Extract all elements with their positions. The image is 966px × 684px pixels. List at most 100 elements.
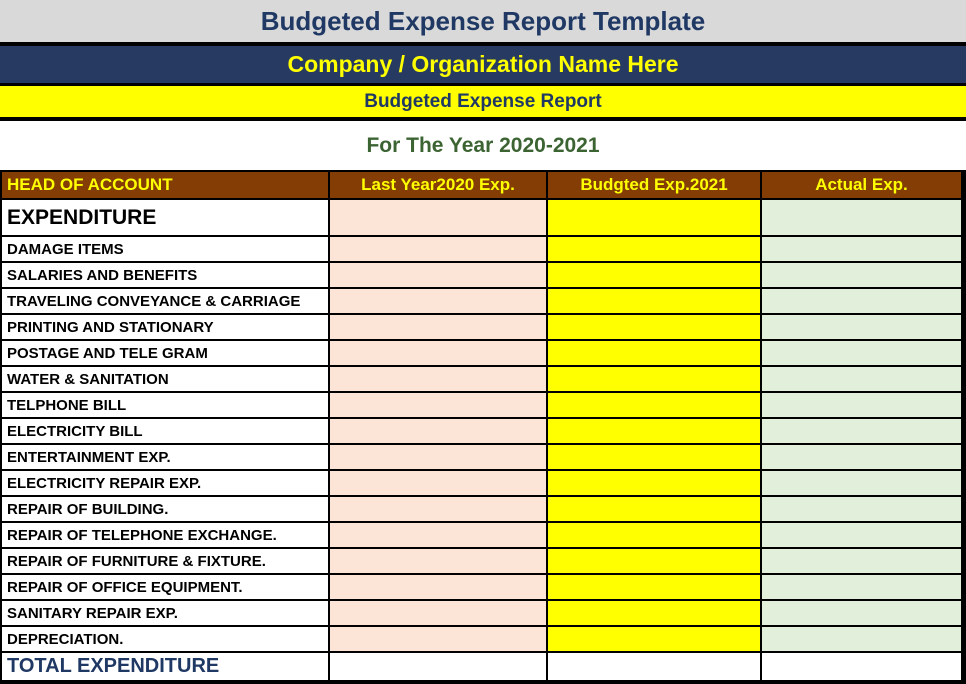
row-label: WATER & SANITATION	[2, 367, 330, 391]
budgeted-cell[interactable]	[548, 419, 762, 443]
expense-table: HEAD OF ACCOUNT Last Year2020 Exp. Budgt…	[0, 172, 966, 684]
table-row: TELPHONE BILL	[2, 393, 961, 419]
actual-cell[interactable]	[762, 315, 961, 339]
column-header-last-year: Last Year2020 Exp.	[330, 172, 548, 198]
actual-cell[interactable]	[762, 341, 961, 365]
table-row: WATER & SANITATION	[2, 367, 961, 393]
table-row: REPAIR OF OFFICE EQUIPMENT.	[2, 575, 961, 601]
actual-cell[interactable]	[762, 627, 961, 651]
row-label: REPAIR OF FURNITURE & FIXTURE.	[2, 549, 330, 573]
last-year-cell[interactable]	[330, 497, 548, 521]
actual-cell[interactable]	[762, 393, 961, 417]
table-row: DAMAGE ITEMS	[2, 237, 961, 263]
row-label: TRAVELING CONVEYANCE & CARRIAGE	[2, 289, 330, 313]
last-year-cell[interactable]	[330, 315, 548, 339]
table-row: REPAIR OF TELEPHONE EXCHANGE.	[2, 523, 961, 549]
budgeted-cell[interactable]	[548, 523, 762, 547]
total-row: TOTAL EXPENDITURE	[2, 653, 961, 684]
page-title-bar: Budgeted Expense Report Template	[0, 0, 966, 46]
row-label: ELECTRICITY REPAIR EXP.	[2, 471, 330, 495]
budgeted-cell[interactable]	[548, 627, 762, 651]
table-row: SANITARY REPAIR EXP.	[2, 601, 961, 627]
budgeted-cell[interactable]	[548, 445, 762, 469]
report-title-bar: Budgeted Expense Report	[0, 86, 966, 121]
row-label: REPAIR OF TELEPHONE EXCHANGE.	[2, 523, 330, 547]
last-year-cell[interactable]	[330, 341, 548, 365]
budgeted-cell[interactable]	[548, 237, 762, 261]
actual-cell[interactable]	[762, 419, 961, 443]
total-label: TOTAL EXPENDITURE	[2, 653, 330, 680]
last-year-cell[interactable]	[330, 200, 548, 235]
section-row-expenditure: EXPENDITURE	[2, 200, 961, 237]
budgeted-cell[interactable]	[548, 575, 762, 599]
last-year-cell[interactable]	[330, 601, 548, 625]
organization-name: Company / Organization Name Here	[287, 51, 679, 77]
actual-cell[interactable]	[762, 471, 961, 495]
budgeted-cell[interactable]	[548, 289, 762, 313]
page-title: Budgeted Expense Report Template	[260, 5, 706, 36]
last-year-cell[interactable]	[330, 263, 548, 287]
budgeted-cell[interactable]	[548, 601, 762, 625]
last-year-cell[interactable]	[330, 627, 548, 651]
budgeted-cell[interactable]	[548, 393, 762, 417]
last-year-cell[interactable]	[330, 367, 548, 391]
budgeted-cell[interactable]	[548, 263, 762, 287]
actual-cell[interactable]	[762, 445, 961, 469]
row-label: DEPRECIATION.	[2, 627, 330, 651]
budgeted-cell[interactable]	[548, 341, 762, 365]
table-row: POSTAGE AND TELE GRAM	[2, 341, 961, 367]
actual-cell[interactable]	[762, 549, 961, 573]
row-label: SANITARY REPAIR EXP.	[2, 601, 330, 625]
total-actual-cell[interactable]	[762, 653, 961, 680]
last-year-cell[interactable]	[330, 549, 548, 573]
report-title: Budgeted Expense Report	[364, 90, 602, 112]
last-year-cell[interactable]	[330, 445, 548, 469]
actual-cell[interactable]	[762, 200, 961, 235]
last-year-cell[interactable]	[330, 237, 548, 261]
column-header-actual: Actual Exp.	[815, 175, 908, 194]
budgeted-cell[interactable]	[548, 200, 762, 235]
actual-cell[interactable]	[762, 601, 961, 625]
section-label: EXPENDITURE	[2, 200, 330, 235]
actual-cell[interactable]	[762, 523, 961, 547]
table-row: ELECTRICITY BILL	[2, 419, 961, 445]
table-row: TRAVELING CONVEYANCE & CARRIAGE	[2, 289, 961, 315]
row-label: SALARIES AND BENEFITS	[2, 263, 330, 287]
total-last-year-cell[interactable]	[330, 653, 548, 680]
last-year-cell[interactable]	[330, 289, 548, 313]
table-row: REPAIR OF BUILDING.	[2, 497, 961, 523]
actual-cell[interactable]	[762, 237, 961, 261]
column-header-head-of-account: HEAD OF ACCOUNT	[2, 172, 330, 198]
row-label: DAMAGE ITEMS	[2, 237, 330, 261]
row-label: ELECTRICITY BILL	[2, 419, 330, 443]
report-period: For The Year 2020-2021	[366, 133, 600, 157]
row-label: POSTAGE AND TELE GRAM	[2, 341, 330, 365]
budgeted-cell[interactable]	[548, 549, 762, 573]
organization-name-bar: Company / Organization Name Here	[0, 46, 966, 86]
actual-cell[interactable]	[762, 289, 961, 313]
actual-cell[interactable]	[762, 367, 961, 391]
row-label: PRINTING AND STATIONARY	[2, 315, 330, 339]
actual-cell[interactable]	[762, 497, 961, 521]
last-year-cell[interactable]	[330, 523, 548, 547]
total-budgeted-cell[interactable]	[548, 653, 762, 680]
budgeted-cell[interactable]	[548, 367, 762, 391]
actual-cell[interactable]	[762, 263, 961, 287]
last-year-cell[interactable]	[330, 575, 548, 599]
column-header-budgeted: Budgted Exp.2021	[548, 172, 762, 198]
table-header-row: HEAD OF ACCOUNT Last Year2020 Exp. Budgt…	[2, 172, 961, 200]
table-row: ENTERTAINMENT EXP.	[2, 445, 961, 471]
row-label: REPAIR OF OFFICE EQUIPMENT.	[2, 575, 330, 599]
budgeted-cell[interactable]	[548, 497, 762, 521]
last-year-cell[interactable]	[330, 471, 548, 495]
row-label: REPAIR OF BUILDING.	[2, 497, 330, 521]
actual-cell[interactable]	[762, 575, 961, 599]
last-year-cell[interactable]	[330, 393, 548, 417]
budgeted-cell[interactable]	[548, 471, 762, 495]
budgeted-cell[interactable]	[548, 315, 762, 339]
row-label: TELPHONE BILL	[2, 393, 330, 417]
table-row: DEPRECIATION.	[2, 627, 961, 653]
row-label: ENTERTAINMENT EXP.	[2, 445, 330, 469]
last-year-cell[interactable]	[330, 419, 548, 443]
